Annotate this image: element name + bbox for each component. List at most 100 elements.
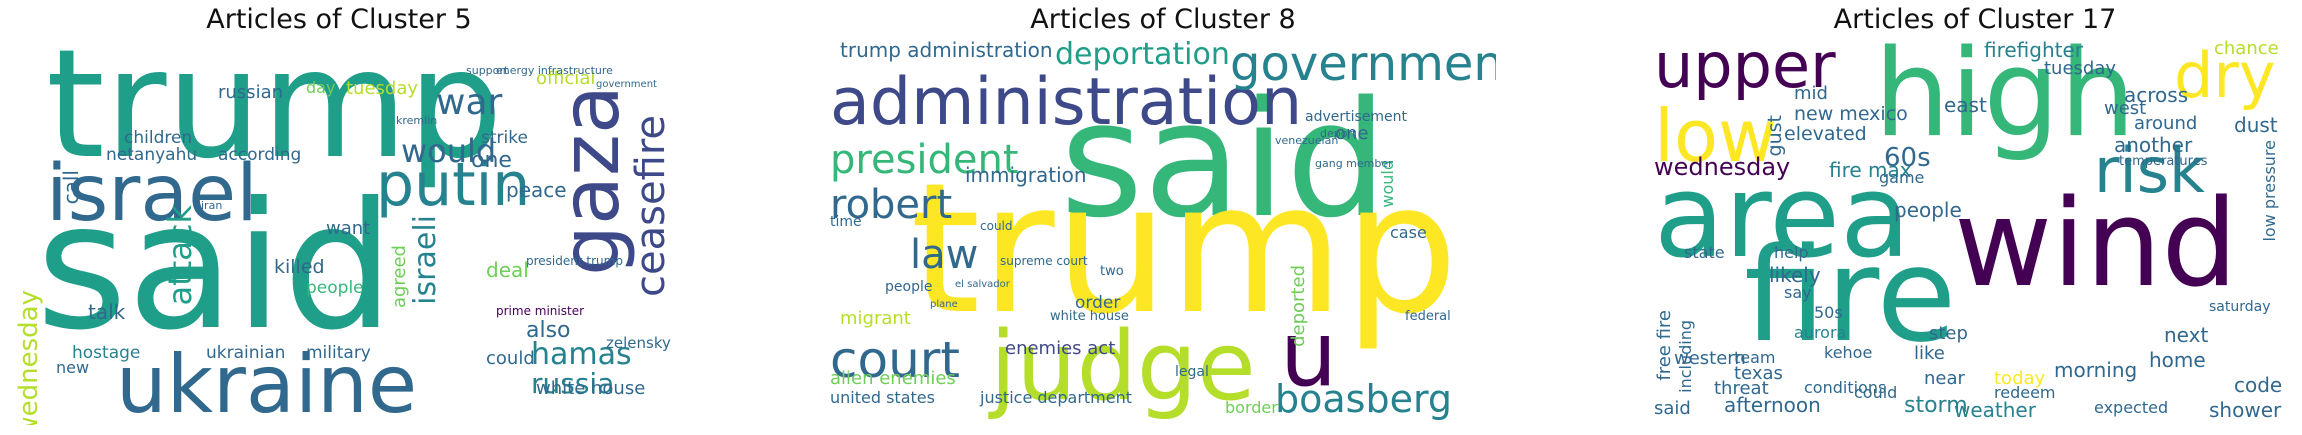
word: storm [1904,393,1968,418]
word: kremlin [396,114,438,127]
word: also [526,318,571,343]
word: according [218,145,302,165]
word: president trump [526,254,623,268]
word: weather [1954,398,2036,422]
word: including [1676,320,1695,393]
word: today [1994,368,2046,389]
word: enemies act [1005,338,1116,359]
word: redeem [1994,383,2056,402]
word: gang member [1315,157,1393,170]
word: next [2164,323,2209,347]
word: venezuelan [1275,134,1339,147]
word: said [36,166,395,369]
word: strike [481,128,528,148]
word: code [2234,373,2283,397]
word: peace [506,178,567,202]
word: russian [218,82,284,103]
word: court [830,331,960,389]
word: another [2114,133,2193,157]
word: one [471,148,512,173]
word: new mexico [1794,103,1908,125]
word: children [124,128,193,148]
word: wednesday [1654,153,1791,181]
word: war [436,82,503,123]
word: around [2134,113,2198,134]
word: trump [910,145,1459,354]
word: threat [1714,378,1769,399]
word: government [1230,40,1496,92]
word: time [830,214,862,230]
word: two [1100,264,1124,279]
word: administration [830,65,1303,140]
word: would [401,132,497,170]
word: trump administration [840,40,1053,62]
word: official [536,68,596,89]
word: say [1784,283,1812,302]
word: deportation [1055,40,1230,72]
word: low [1654,94,1777,178]
word: supreme court [1000,254,1088,268]
word: prime minister [496,304,585,318]
word: morning [2054,358,2138,382]
word: robert [830,182,953,228]
word: deported [1288,265,1309,347]
word: talk [88,300,126,324]
word: could [486,348,535,369]
word: white house [536,378,646,399]
word: boasberg [1275,377,1453,421]
word: people [306,278,364,298]
word: judge [990,312,1256,422]
word: step [1929,323,1968,344]
word: ukrainian [206,343,286,363]
word: likely [1769,263,1821,287]
word: fire max [1829,158,1912,182]
word: zelensky [606,334,671,352]
word: team [1734,348,1776,367]
cluster-17-title: Articles of Cluster 17 [1833,4,2117,35]
word: help [1774,243,1809,262]
word: across [2124,83,2189,107]
cluster-5-title: Articles of Cluster 5 [206,4,472,35]
word: could [980,219,1013,233]
word: justice department [980,388,1133,407]
word: aurora [1794,323,1847,342]
word: netanyahu [106,145,198,165]
word: order [1075,293,1121,313]
word: killed [274,256,325,278]
word: support [466,64,509,77]
word: fire [1744,219,1957,371]
word: people [1894,198,1962,222]
word: el salvador [955,279,1010,290]
word: could [1854,383,1898,402]
word: attack [161,205,199,306]
word: want [326,218,371,239]
word: dry [2174,40,2276,112]
word: migrant [840,308,911,329]
word: high [1874,40,2136,164]
word: said [1060,66,1388,253]
word: east [1944,93,1987,117]
cluster-5-panel: Articles of Cluster 5 trump said ukraine… [6,0,672,435]
word: russia [531,367,615,400]
cluster-8-panel: Articles of Cluster 8 said trump judge a… [830,0,1496,435]
word: advertisement [1305,109,1408,125]
word: conditions [1804,378,1887,397]
word: firefighter [1984,40,2084,62]
word: deal [486,258,529,282]
word: texas [1734,363,1783,384]
word: free fire [1654,310,1675,381]
word: 50s [1814,303,1843,322]
word: home [2149,348,2206,372]
word: saturday [2209,299,2271,315]
word: upper [1654,40,1836,102]
word: deport [1320,127,1357,140]
word: elevated [1784,123,1867,145]
word: ukraine [116,338,418,425]
word: one [1335,123,1369,144]
word: iran [201,199,223,212]
cluster-5-wordcloud: trump said ukraine israel gaza putin cea… [6,40,672,425]
word: western [1674,348,1746,369]
word: president [830,137,1019,183]
word: plane [930,299,958,310]
word: low pressure [2260,140,2279,242]
